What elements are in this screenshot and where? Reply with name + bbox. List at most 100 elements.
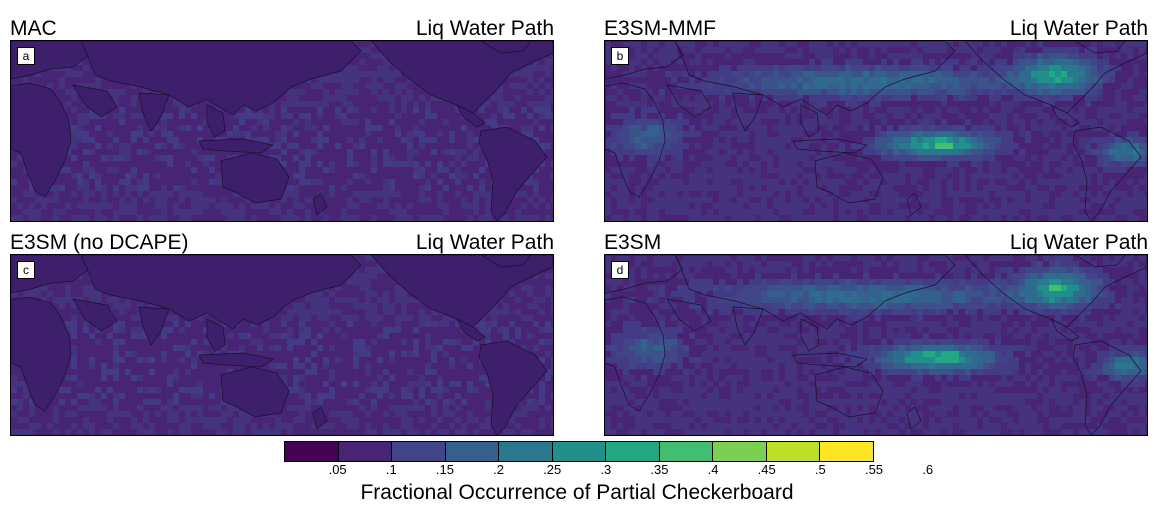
land-austr (814, 366, 884, 418)
land-austr (220, 152, 290, 204)
map-d: d (604, 254, 1148, 436)
continent-outlines (605, 255, 1147, 435)
land-camer (1050, 104, 1080, 128)
field-cells (605, 255, 1147, 435)
land-arabia (72, 298, 118, 332)
land-asia (80, 255, 362, 330)
continent-outlines (11, 41, 553, 221)
land-samer (478, 340, 548, 435)
land-nz (906, 406, 922, 430)
colorbar-tick: .55 (864, 462, 884, 477)
colorbar-tick: .4 (707, 462, 719, 477)
continent-outlines (605, 41, 1147, 221)
colorbar-tick: .15 (435, 462, 454, 477)
panel-letter: b (611, 47, 629, 65)
land-india (138, 306, 170, 346)
colorbar-ticks: .05 .1 .15 .2 .25 .3 .35 .4 .45 .5 .55 .6 (284, 462, 933, 478)
colorbar-cell (766, 442, 821, 461)
land-india (138, 92, 170, 132)
land-camer (1050, 318, 1080, 342)
land-arabia (666, 298, 712, 332)
panel-variable: Liq Water Path (415, 17, 554, 40)
land-green (1074, 255, 1126, 268)
colorbar-label: Fractional Occurrence of Partial Checker… (360, 481, 794, 504)
colorbar-tick: .3 (600, 462, 612, 477)
panel-variable: Liq Water Path (1009, 17, 1148, 40)
land-nz (312, 192, 328, 216)
land-seasia (206, 104, 226, 138)
map-svg-d (605, 255, 1147, 435)
map-svg-c (11, 255, 553, 435)
map-a: a (10, 40, 554, 222)
land-camer (456, 104, 486, 128)
panel-c: E3SM (no DCAPE) Liq Water Path c (10, 231, 554, 449)
panel-variable: Liq Water Path (1009, 231, 1148, 254)
colorbar-tick: .45 (757, 462, 776, 477)
colorbar-tick: .2 (493, 462, 504, 477)
land-samer (1072, 340, 1142, 435)
land-africa (605, 82, 666, 198)
land-arabia (72, 84, 118, 118)
land-seasia (206, 318, 226, 352)
colorbar-cell (713, 442, 767, 461)
land-asia (674, 41, 956, 116)
colorbar-tick: .05 (328, 462, 347, 477)
colorbar-cell (499, 442, 553, 461)
land-namer (370, 255, 553, 328)
land-india (732, 306, 764, 346)
panel-letter: d (611, 261, 629, 279)
panel-d: E3SM Liq Water Path d (604, 231, 1148, 449)
land-seasia (800, 318, 820, 352)
land-indon (792, 138, 868, 154)
land-green (1074, 41, 1126, 54)
colorbar-tick: .6 (922, 462, 934, 477)
panel-variable: Liq Water Path (415, 231, 554, 254)
land-namer (370, 41, 553, 114)
panel-title: MAC (10, 17, 57, 40)
land-camer (456, 318, 486, 342)
colorbar-tick: .35 (650, 462, 669, 477)
land-namer (964, 41, 1147, 114)
continent-outlines (11, 255, 553, 435)
panel-b: E3SM-MMF Liq Water Path b (604, 17, 1148, 235)
land-indon (198, 138, 274, 154)
land-indon (198, 352, 274, 368)
colorbar (284, 441, 874, 462)
land-samer (1072, 126, 1142, 221)
map-c: c (10, 254, 554, 436)
land-africa (11, 296, 72, 412)
land-samer (478, 126, 548, 221)
land-asia (674, 255, 956, 330)
land-africa (605, 296, 666, 412)
colorbar-cell (552, 442, 607, 461)
land-africa (11, 82, 72, 198)
land-asia (80, 41, 362, 116)
colorbar-cell (285, 442, 339, 461)
map-b: b (604, 40, 1148, 222)
colorbar-cell (606, 442, 660, 461)
land-arabia (666, 84, 712, 118)
land-indon (792, 352, 868, 368)
panel-letter: c (17, 261, 35, 279)
land-green (480, 255, 532, 268)
land-austr (814, 152, 884, 204)
panel-title: E3SM (no DCAPE) (10, 231, 189, 254)
colorbar-cell (659, 442, 714, 461)
colorbar-tick: .25 (543, 462, 562, 477)
field-cells (605, 41, 1147, 221)
land-green (480, 41, 532, 54)
land-namer (964, 255, 1147, 328)
colorbar-cell (820, 442, 874, 461)
panel-title: E3SM (604, 231, 662, 254)
panel-a: MAC Liq Water Path a (10, 17, 554, 235)
map-svg-b (605, 41, 1147, 221)
panel-letter: a (17, 47, 35, 65)
land-austr (220, 366, 290, 418)
map-svg-a (11, 41, 553, 221)
colorbar-cell (338, 442, 393, 461)
panel-title: E3SM-MMF (604, 17, 716, 40)
colorbar-tick: .1 (385, 462, 397, 477)
colorbar-cell (392, 442, 446, 461)
land-india (732, 92, 764, 132)
colorbar-cell (445, 442, 500, 461)
